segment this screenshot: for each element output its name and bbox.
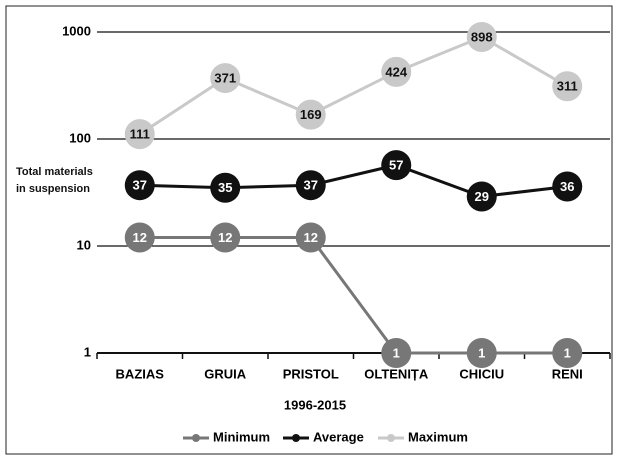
series-line: [138, 35, 568, 136]
data-label: 311: [557, 79, 578, 94]
marker: [210, 222, 241, 253]
y-axis-title: Total materials in suspension: [16, 166, 93, 195]
legend-label: Average: [313, 429, 364, 444]
y-tick-label: 1000: [62, 23, 91, 38]
data-label: 12: [218, 230, 232, 245]
marker: [124, 222, 155, 253]
marker: [552, 171, 583, 202]
marker: [381, 56, 412, 87]
legend-swatch: [192, 434, 200, 442]
marker: [466, 181, 497, 212]
series-line: [139, 236, 568, 355]
x-tick-label: PRISTOL: [283, 366, 339, 381]
marker: [210, 172, 241, 203]
marker: [552, 338, 583, 368]
x-tick-label: BAZIAS: [116, 366, 165, 381]
data-label: 57: [389, 158, 403, 173]
data-label: 1: [564, 345, 571, 360]
x-tick-label: CHICIU: [459, 366, 504, 381]
frame: [5, 5, 613, 455]
marker: [381, 150, 412, 181]
marker: [466, 338, 497, 368]
x-tick-label: GRUIA: [204, 366, 247, 381]
marker: [124, 119, 155, 150]
data-label: 12: [133, 230, 147, 245]
legend-swatch: [387, 434, 395, 442]
legend-swatch: [292, 434, 300, 442]
data-label: 35: [218, 180, 232, 195]
marker: [295, 222, 326, 253]
marker: [466, 21, 497, 52]
series-line: [139, 163, 568, 199]
data-label: 111: [130, 127, 150, 142]
data-label: 36: [560, 179, 574, 194]
marker: [295, 99, 326, 130]
x-tick-label: RENI: [552, 366, 583, 381]
marker: [381, 338, 412, 368]
data-label: 898: [471, 29, 493, 44]
data-label: 371: [214, 71, 236, 86]
x-tick-label: OLTENIȚA: [364, 366, 429, 381]
marker: [210, 63, 241, 94]
marker: [295, 170, 326, 201]
legend-label: Minimum: [213, 429, 270, 444]
x-axis-title: 1996-2015: [284, 397, 346, 412]
data-label: 29: [475, 189, 489, 204]
data-label: 37: [133, 178, 147, 193]
y-tick-label: 10: [77, 237, 91, 252]
data-label: 12: [304, 230, 318, 245]
marker: [124, 170, 155, 201]
y-tick-label: 100: [69, 130, 91, 145]
data-label: 1: [393, 345, 400, 360]
data-label: 37: [304, 178, 318, 193]
marker: [552, 71, 583, 102]
data-label: 424: [385, 64, 407, 79]
legend-label: Maximum: [408, 429, 468, 444]
y-tick-label: 1: [84, 344, 91, 359]
data-label: 1: [478, 345, 485, 360]
data-label: 169: [300, 107, 322, 122]
